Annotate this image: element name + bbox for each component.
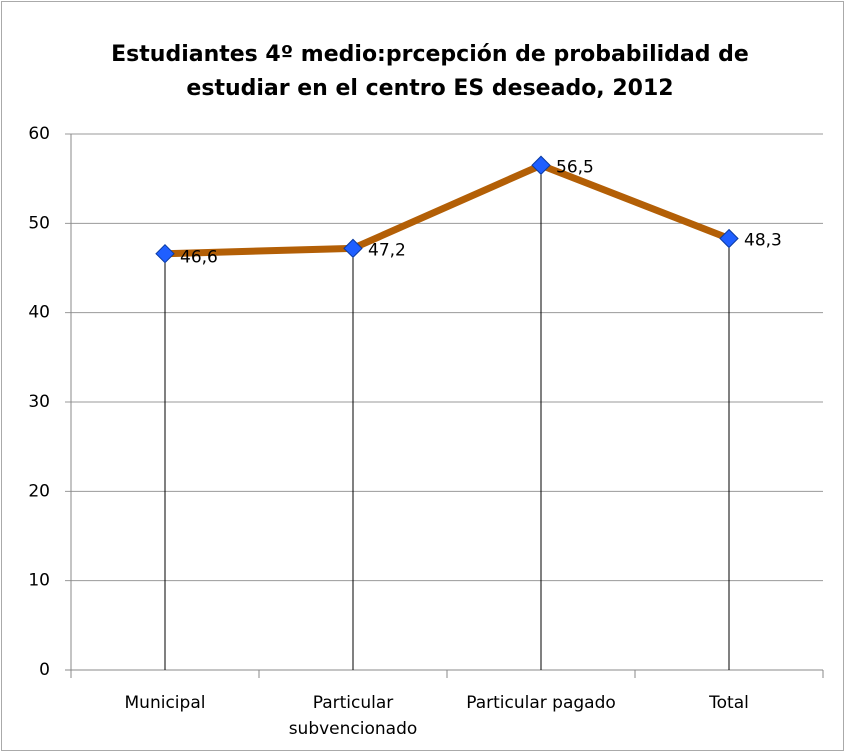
data-label: 46,6: [180, 248, 218, 268]
y-tick-label: 60: [28, 124, 50, 144]
x-tick-label: Total: [709, 693, 749, 713]
y-tick-label: 50: [28, 213, 50, 233]
marker: [155, 243, 175, 264]
data-label: 47,2: [368, 240, 406, 260]
x-tick-label: Particular subvencionado: [288, 693, 418, 739]
data-line: [164, 161, 731, 258]
marker: [719, 228, 739, 249]
chart-title: Estudiantes 4º medio:prcepción de probab…: [111, 42, 749, 101]
y-tick-label: 20: [28, 481, 50, 501]
x-tick-label: Particular pagado: [466, 693, 616, 713]
data-label: 48,3: [744, 231, 782, 251]
marker: [343, 238, 363, 259]
y-tick-label: 40: [28, 303, 50, 323]
y-tick-label: 10: [28, 571, 50, 591]
data-label: 56,5: [556, 157, 594, 177]
y-tick-label: 30: [28, 392, 50, 412]
x-tick-label: Municipal: [124, 693, 206, 713]
y-tick-label: 0: [39, 660, 50, 680]
marker: [531, 155, 551, 175]
